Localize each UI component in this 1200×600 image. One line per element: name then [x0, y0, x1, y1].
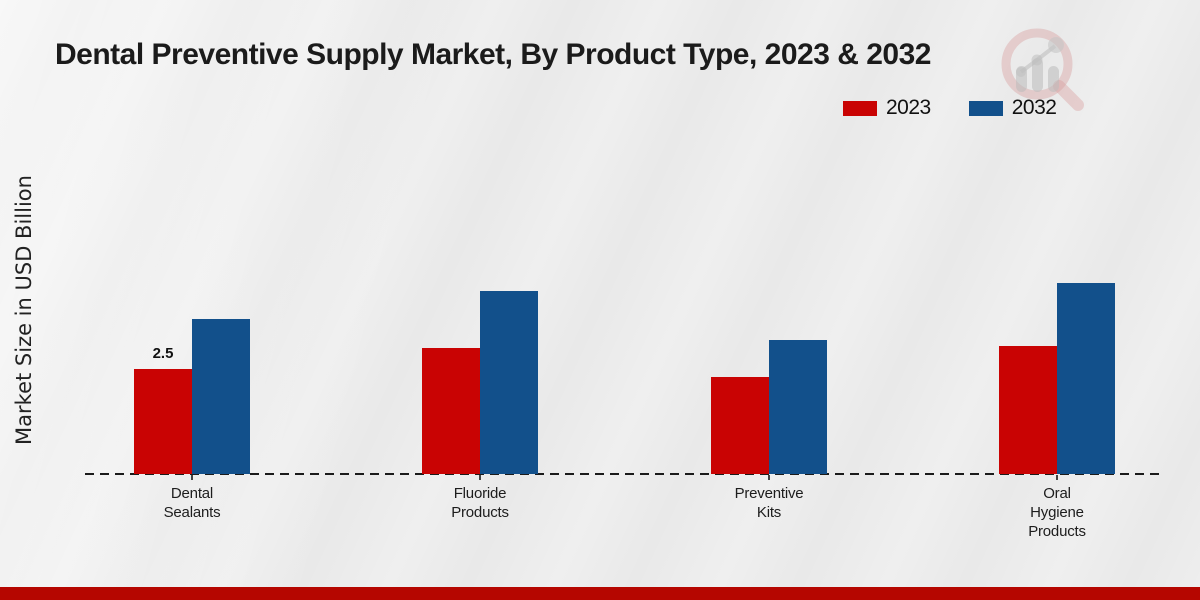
bar-2023-dental-sealants: [134, 369, 192, 474]
market-research-logo-icon: [1001, 28, 1084, 111]
x-axis-label-line: Fluoride: [453, 485, 507, 502]
bar-value-label: 2.5: [152, 345, 174, 362]
chart-title: Dental Preventive Supply Market, By Prod…: [55, 38, 931, 71]
bar-2023-preventive-kits: [711, 377, 769, 474]
bar-2023-oral-hygiene-products: [999, 345, 1057, 474]
bar-2032-preventive-kits: [769, 339, 827, 474]
bar-2023-fluoride-products: [422, 348, 480, 474]
x-axis-label-line: Preventive: [734, 485, 804, 502]
legend-label: 2032: [1011, 96, 1057, 119]
x-axis-label-fluoride-products: Fluoride Products: [400, 484, 560, 522]
legend-item-2023: 2023: [843, 96, 931, 120]
x-axis-tick-oral-hygiene-products: [1056, 475, 1058, 480]
legend-item-2032: 2032: [968, 96, 1057, 120]
x-axis-label-line: Kits: [756, 504, 782, 521]
x-axis-label-line: Hygiene: [1030, 504, 1084, 521]
bar-2032-fluoride-products: [480, 291, 538, 474]
x-axis-label-line: Products: [451, 504, 509, 521]
x-axis-tick-preventive-kits: [768, 475, 770, 480]
x-axis-label-line: Dental: [170, 485, 214, 502]
x-axis-label-preventive-kits: Preventive Kits: [689, 484, 849, 522]
x-axis-label-dental-sealants: Dental Sealants: [112, 484, 272, 522]
legend: 2023 2032: [843, 96, 1057, 120]
bar-2032-dental-sealants: [192, 318, 250, 474]
legend-label: 2023: [886, 96, 931, 119]
bar-2032-oral-hygiene-products: [1057, 282, 1115, 474]
x-axis-baseline: [85, 473, 1160, 475]
footer-accent-bar: [0, 587, 1200, 600]
x-axis-label-line: Products: [1028, 523, 1086, 540]
x-axis-tick-fluoride-products: [479, 475, 481, 480]
x-axis-label-line: Sealants: [163, 504, 221, 521]
x-axis-label-oral-hygiene-products: Oral Hygiene Products: [977, 484, 1137, 541]
x-axis-tick-dental-sealants: [191, 475, 193, 480]
legend-swatch-icon: [968, 100, 1003, 116]
x-axis-label-line: Oral: [1043, 485, 1071, 502]
legend-swatch-icon: [843, 100, 877, 116]
